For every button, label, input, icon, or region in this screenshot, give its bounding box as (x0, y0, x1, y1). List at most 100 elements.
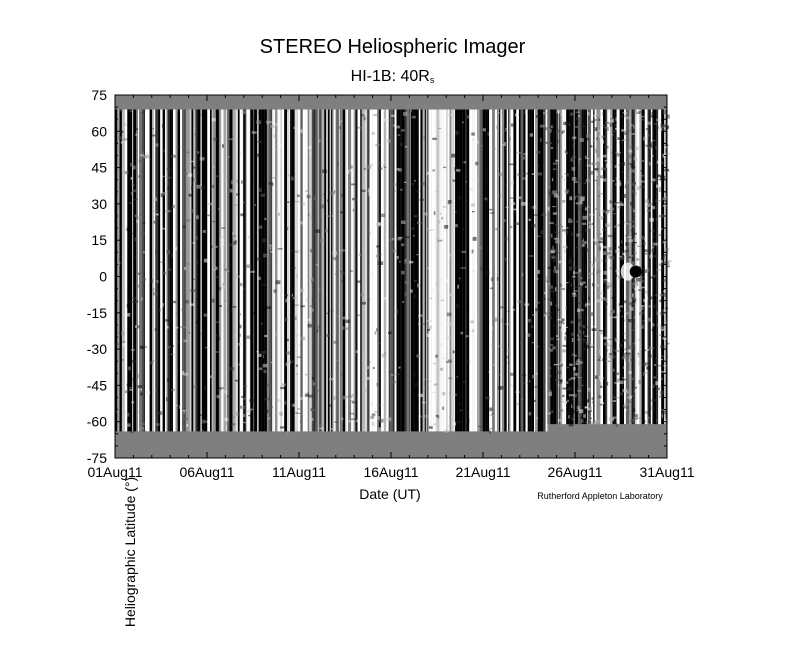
texture-speckle (514, 222, 520, 225)
texture-speckle (600, 139, 605, 144)
texture-speckle (551, 248, 556, 250)
texture-speckle (528, 255, 534, 257)
texture-speckle (246, 335, 251, 339)
texture-speckle (370, 402, 374, 407)
texture-speckle (586, 344, 590, 349)
texture-speckle (660, 329, 665, 331)
intensity-streak (239, 109, 243, 432)
intensity-streak (516, 109, 519, 432)
texture-speckle (630, 229, 634, 232)
intensity-streak (583, 109, 586, 425)
texture-speckle (423, 414, 429, 418)
texture-speckle (571, 156, 577, 158)
texture-speckle (356, 199, 360, 201)
texture-speckle (551, 178, 554, 182)
texture-speckle (574, 276, 577, 280)
texture-speckle (620, 201, 623, 204)
texture-speckle (638, 380, 643, 384)
texture-speckle (528, 218, 531, 221)
texture-speckle (219, 287, 221, 291)
texture-speckle (584, 303, 587, 307)
texture-speckle (552, 387, 557, 390)
texture-speckle (645, 317, 647, 320)
texture-speckle (309, 418, 314, 421)
texture-speckle (206, 214, 211, 217)
texture-speckle (623, 279, 625, 284)
texture-speckle (570, 377, 576, 380)
texture-speckle (588, 170, 594, 175)
texture-speckle (351, 418, 356, 420)
texture-speckle (643, 298, 646, 303)
intensity-streak (250, 109, 254, 432)
texture-speckle (166, 378, 169, 382)
texture-speckle (603, 298, 608, 301)
texture-speckle (620, 140, 622, 141)
texture-speckle (635, 146, 639, 150)
texture-speckle (162, 192, 166, 195)
texture-speckle (258, 188, 262, 192)
texture-speckle (299, 419, 302, 424)
texture-speckle (624, 405, 629, 409)
texture-speckle (657, 261, 663, 264)
texture-speckle (315, 264, 318, 266)
texture-speckle (582, 308, 584, 312)
intensity-streak (314, 109, 318, 432)
intensity-streak (462, 109, 466, 432)
intensity-streak (300, 109, 303, 432)
texture-speckle (156, 280, 159, 283)
texture-speckle (352, 197, 355, 201)
texture-speckle (239, 333, 241, 337)
texture-speckle (620, 161, 626, 166)
intensity-streak (400, 109, 402, 432)
texture-speckle (648, 417, 651, 421)
texture-speckle (409, 109, 413, 113)
intensity-streak (465, 109, 467, 432)
texture-speckle (540, 230, 546, 235)
texture-speckle (640, 235, 644, 240)
texture-speckle (203, 313, 208, 317)
texture-speckle (136, 220, 138, 223)
texture-speckle (574, 271, 579, 275)
texture-speckle (294, 304, 300, 306)
texture-speckle (557, 384, 560, 386)
texture-speckle (463, 161, 467, 164)
intensity-streak (227, 109, 230, 432)
texture-speckle (202, 419, 206, 424)
texture-speckle (272, 177, 278, 179)
intensity-streak (474, 109, 478, 432)
texture-speckle (600, 237, 605, 241)
texture-speckle (554, 237, 558, 240)
texture-speckle (447, 425, 450, 428)
texture-speckle (603, 245, 607, 249)
texture-speckle (429, 426, 433, 429)
texture-speckle (631, 293, 634, 298)
intensity-streak (146, 109, 150, 432)
texture-speckle (545, 312, 548, 315)
texture-speckle (135, 284, 140, 288)
texture-speckle (602, 251, 605, 253)
intensity-streak (445, 109, 448, 432)
texture-speckle (457, 421, 463, 423)
texture-speckle (124, 171, 129, 174)
intensity-streak (649, 109, 651, 425)
texture-speckle (349, 398, 353, 400)
texture-speckle (234, 234, 236, 237)
texture-speckle (482, 128, 486, 132)
texture-speckle (212, 165, 215, 168)
texture-speckle (122, 359, 124, 361)
intensity-streak (311, 109, 314, 432)
intensity-streak (418, 109, 421, 432)
intensity-streak (508, 109, 510, 432)
texture-speckle (280, 386, 285, 390)
texture-speckle (628, 345, 633, 350)
texture-speckle (565, 121, 570, 126)
texture-speckle (644, 290, 647, 294)
texture-speckle (636, 258, 639, 260)
texture-speckle (573, 367, 576, 371)
texture-speckle (171, 253, 173, 258)
texture-speckle (593, 238, 598, 242)
texture-speckle (603, 336, 608, 340)
texture-speckle (473, 318, 476, 322)
texture-speckle (597, 130, 601, 133)
texture-speckle (609, 252, 611, 254)
